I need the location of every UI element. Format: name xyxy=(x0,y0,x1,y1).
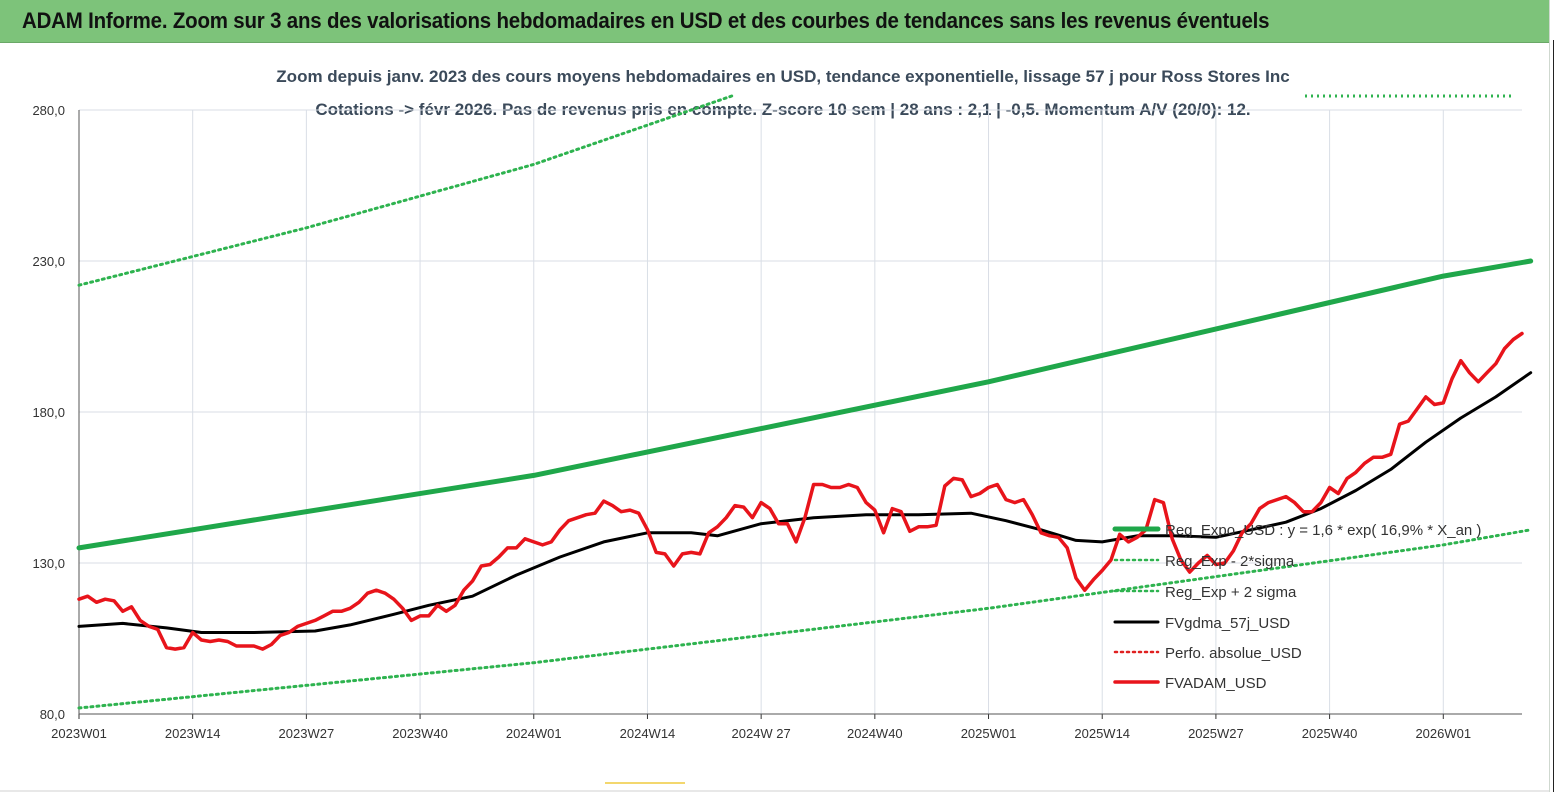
x-tick-label: 2025W01 xyxy=(961,726,1017,741)
line-chart: Zoom depuis janv. 2023 des cours moyens … xyxy=(32,67,1534,741)
frame-right-edge xyxy=(1549,0,1567,792)
x-tick-label: 2025W40 xyxy=(1302,726,1358,741)
x-axis: 2023W01 2023W14 2023W27 2023W40 2024W01 2024W… xyxy=(51,713,1522,741)
x-tick-label: 2024W01 xyxy=(506,726,562,741)
y-tick-label: 130,0 xyxy=(32,556,65,571)
report-title: ADAM Informe. Zoom sur 3 ans des valoris… xyxy=(22,8,1270,33)
frame-bottom-mark xyxy=(605,782,685,784)
grid-lines xyxy=(78,109,1522,714)
x-tick-label: 2024W14 xyxy=(620,726,676,741)
x-tick-label: 2025W14 xyxy=(1074,726,1130,741)
series-layer xyxy=(76,93,1534,710)
x-tick-label: 2025W27 xyxy=(1188,726,1244,741)
series-reg-exp-2 xyxy=(77,93,737,287)
y-tick-label: 80,0 xyxy=(40,707,65,722)
y-tick-label: 280,0 xyxy=(32,103,65,118)
legend-label: FVADAM_USD xyxy=(1165,675,1267,692)
legend-label: Reg_Exp - 2*sigma xyxy=(1165,553,1295,570)
frame-edge-line xyxy=(1553,40,1554,792)
x-tick-label: 2024W40 xyxy=(847,726,903,741)
series-fvgdma-57j-usd-3 xyxy=(77,371,1533,634)
legend-label: FVgdma_57j_USD xyxy=(1165,615,1290,632)
x-tick-label: 2023W40 xyxy=(392,726,448,741)
x-tick-label: 2026W01 xyxy=(1415,726,1471,741)
report-header: ADAM Informe. Zoom sur 3 ans des valoris… xyxy=(0,0,1549,43)
y-tick-label: 180,0 xyxy=(32,405,65,420)
x-tick-label: 2024W 27 xyxy=(732,726,791,741)
chart-subtitle-line1: Zoom depuis janv. 2023 des cours moyens … xyxy=(276,67,1289,86)
y-tick-label: 230,0 xyxy=(32,254,65,269)
y-axis: 80,0 130,0 180,0 230,0 280,0 xyxy=(32,103,80,722)
series-fvadam-usd-5 xyxy=(77,331,1524,651)
x-tick-label: 2023W01 xyxy=(51,726,107,741)
x-tick-label: 2023W14 xyxy=(165,726,221,741)
legend-label: Reg_Expo_USD : y = 1,6 * exp( 16,9% * X_… xyxy=(1165,522,1481,539)
legend-label: Reg_Exp + 2 sigma xyxy=(1165,584,1297,601)
x-tick-label: 2023W27 xyxy=(279,726,335,741)
frame-bottom-edge xyxy=(0,790,1549,792)
legend-label: Perfo. absolue_USD xyxy=(1165,645,1302,662)
series-reg-exp-1 xyxy=(77,528,1533,710)
series-reg-expo-usd-0 xyxy=(76,258,1534,551)
legend: Reg_Expo_USD : y = 1,6 * exp( 16,9% * X_… xyxy=(1112,522,1481,692)
